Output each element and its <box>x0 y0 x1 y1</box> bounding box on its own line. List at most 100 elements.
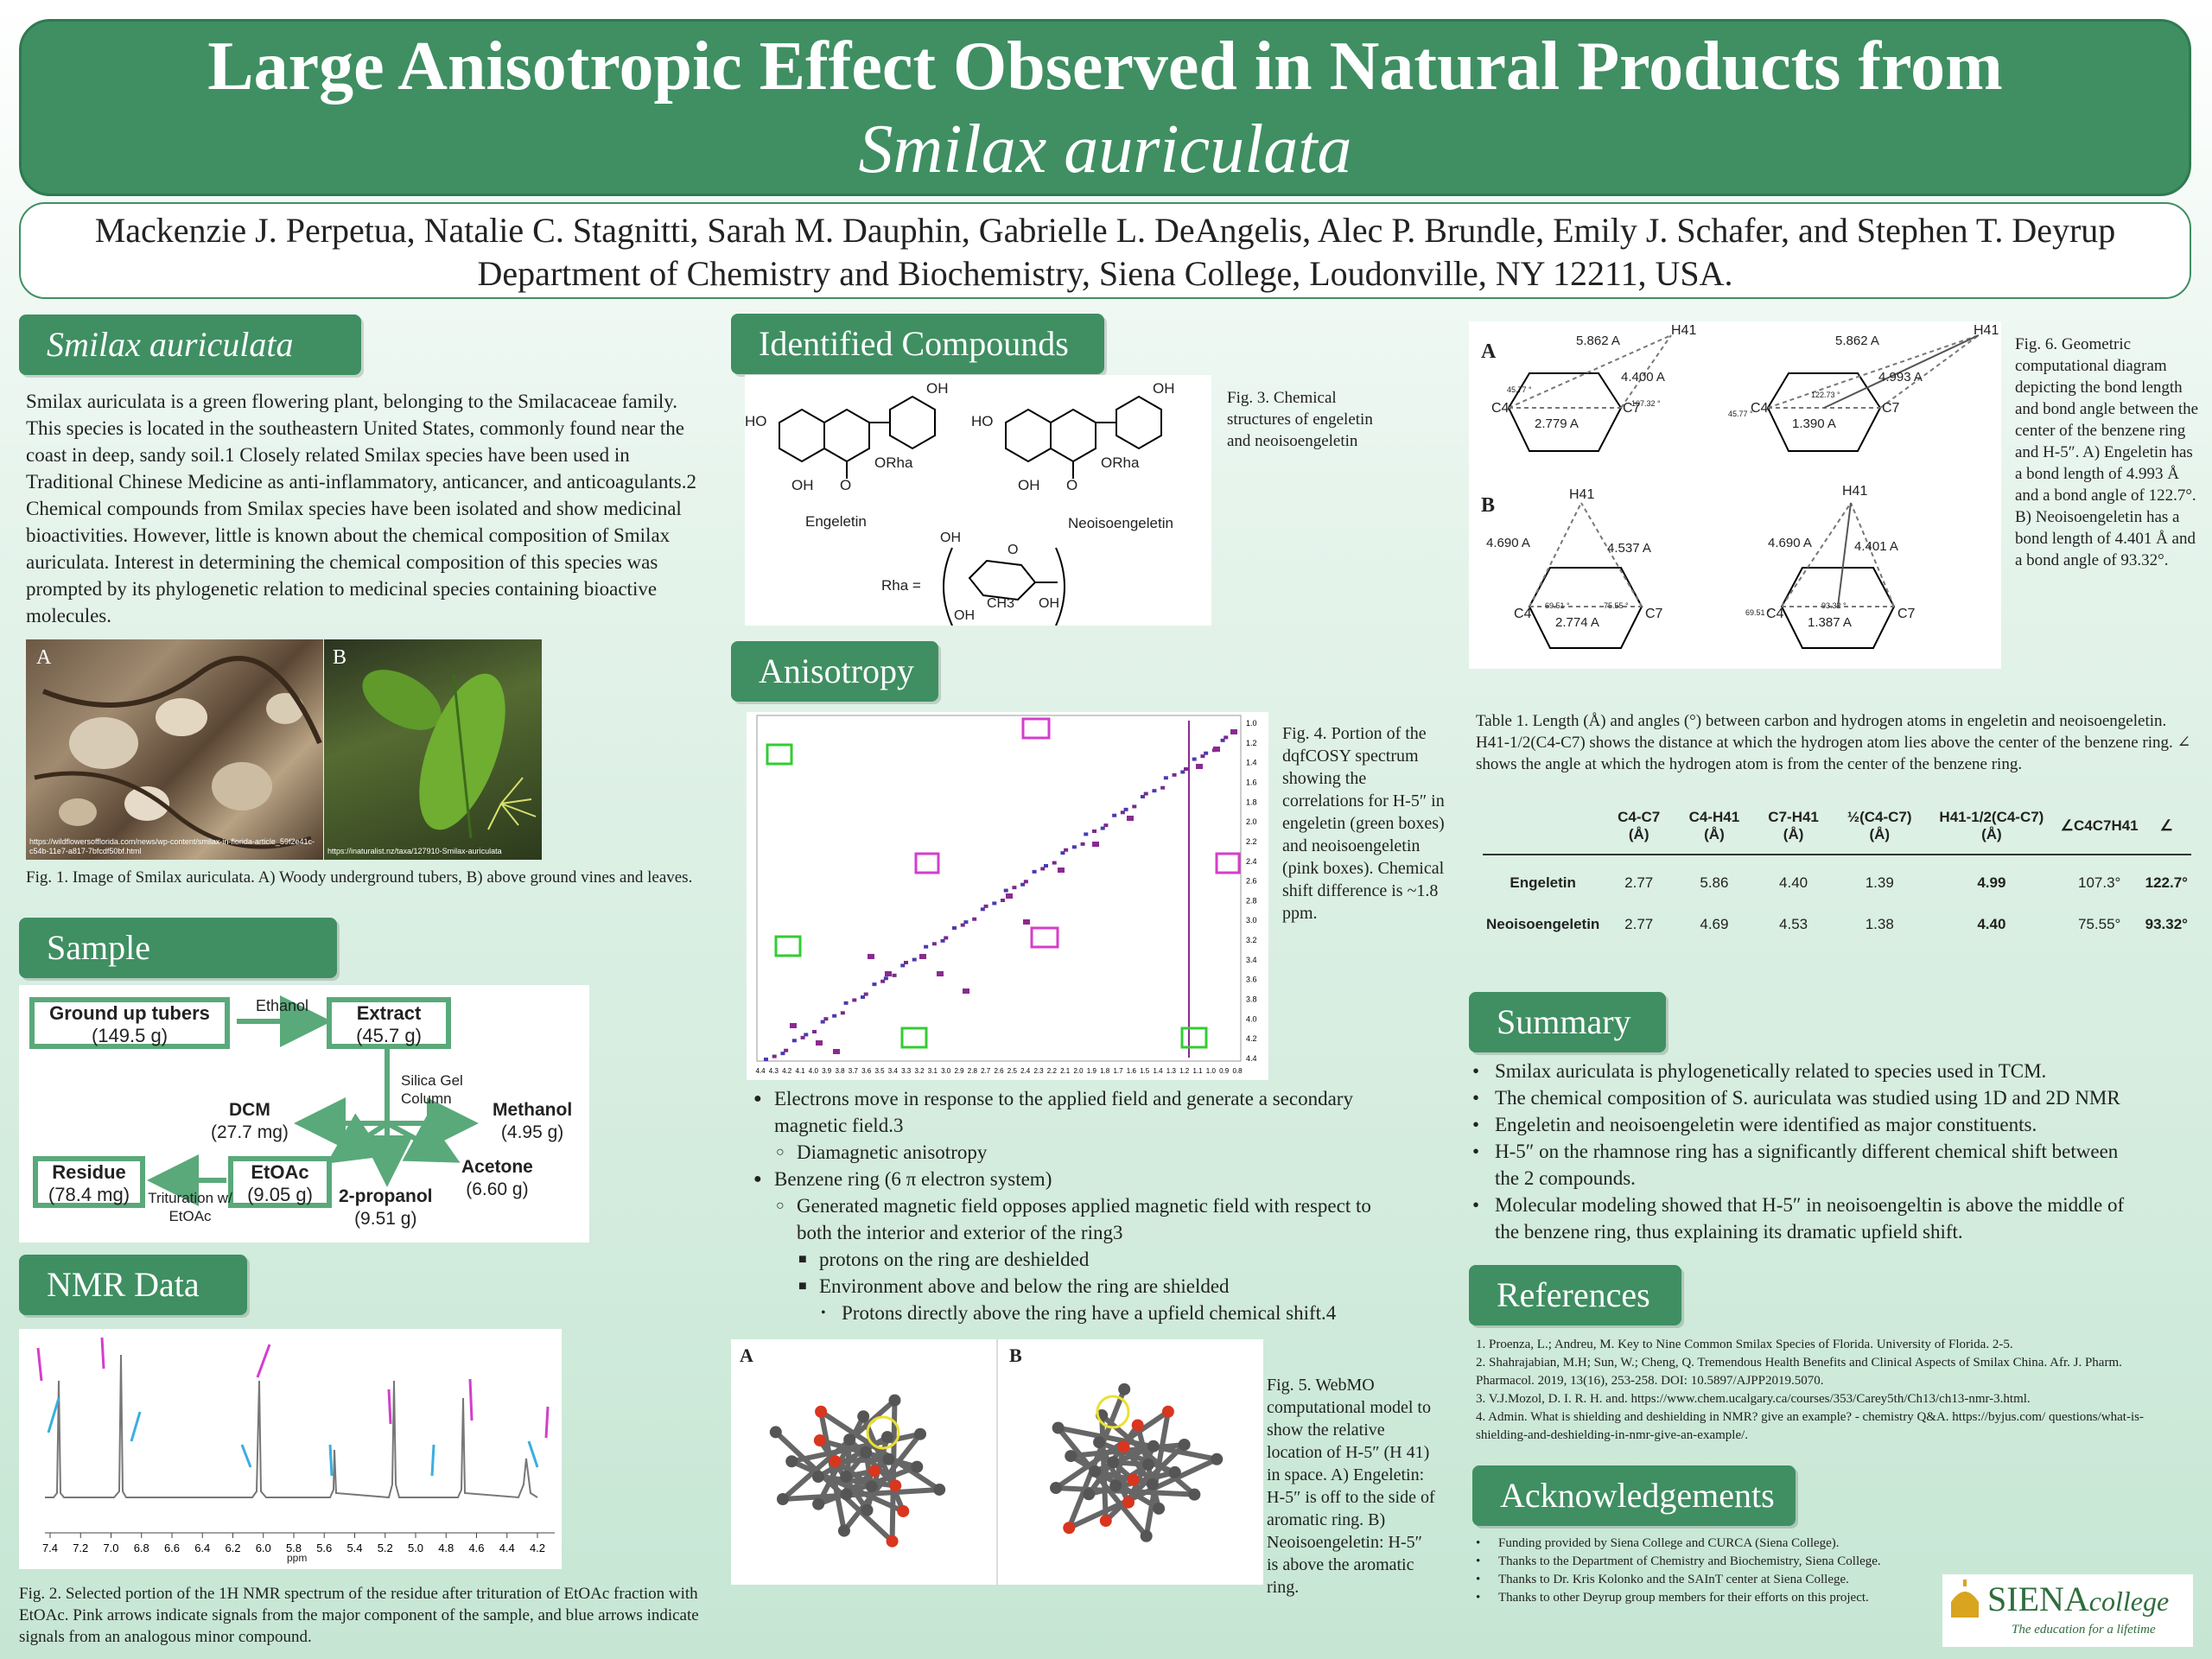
cosy-crosspeak <box>1230 729 1237 734</box>
cosy-peak <box>1172 772 1177 777</box>
a2-d3: 1.390 A <box>1792 416 1836 431</box>
dome-icon <box>1951 1580 1979 1618</box>
table-row: Neoisoengeletin 2.77 4.69 4.53 1.38 4.40 75.55… <box>1483 904 2191 945</box>
nmr-spectrum: 7.4 7.2 7.0 6.8 6.6 6.4 6.2 6.0 5.8 5.6 5.4 5.2 5.0 4… <box>19 1329 562 1569</box>
table-cell: 4.69 <box>1700 916 1729 932</box>
cosy-x-label: 2.2 <box>1047 1067 1058 1075</box>
atom <box>1141 1458 1154 1471</box>
dcm-label: DCM <box>229 1100 270 1120</box>
bond <box>1056 1426 1149 1538</box>
cosy-x-label: 1.2 <box>1179 1067 1190 1075</box>
nmr-plot: 7.4 7.2 7.0 6.8 6.6 6.4 6.2 6.0 5.8 5.6 5.4 5.2 5.0 4… <box>36 1337 555 1554</box>
nmr-tick-label: 5.2 <box>378 1541 393 1554</box>
cosy-peak <box>1040 867 1046 871</box>
b1-d3: 2.774 A <box>1555 615 1599 630</box>
b1-d2: 4.537 A <box>1607 541 1651 556</box>
cosy-y-label: 2.0 <box>1246 817 1257 826</box>
atom <box>933 1483 946 1496</box>
authors-box: Mackenzie J. Perpetua, Natalie C. Stagni… <box>19 202 2191 299</box>
molecule-models <box>769 1339 1224 1585</box>
logo-siena: SIENA <box>1987 1580 2089 1618</box>
cosy-crosspeak <box>885 971 892 976</box>
ack-item: Funding provided by Siena College and CU… <box>1476 1535 1942 1553</box>
a2-d2: 4.993 A <box>1878 370 1923 385</box>
nmr-tick-label: 5.6 <box>316 1541 332 1554</box>
cosy-x-label: 3.8 <box>835 1067 845 1075</box>
cosy-crosspeak <box>1196 764 1203 769</box>
blue-arrow <box>240 1444 252 1468</box>
nmr-tick-label: 7.2 <box>73 1541 88 1554</box>
rha-o: O <box>1007 543 1019 557</box>
pink-arrow <box>100 1337 105 1370</box>
a2-ang1: 45.77 ° <box>1728 410 1753 418</box>
b1-c4: C4 <box>1514 607 1532 621</box>
references-header: References <box>1469 1265 1681 1325</box>
table-header-cell: C4-C7 (Å) <box>1603 805 1675 855</box>
nmr-tick-label: 4.2 <box>530 1541 545 1554</box>
atom <box>914 1427 927 1440</box>
blue-arrow <box>328 1444 334 1477</box>
fig4-caption: Fig. 4. Portion of the dqfCOSY spectrum … <box>1282 724 1445 923</box>
leaves-illustration <box>362 670 537 839</box>
cosy-x-label: 2.7 <box>981 1067 991 1075</box>
cosy-peak <box>1152 789 1157 793</box>
b2-d3: 1.387 A <box>1808 615 1852 630</box>
ground-label: Ground up tubers <box>49 1002 210 1024</box>
bullet-marker: ■ <box>798 1279 807 1294</box>
bond <box>1100 1413 1197 1497</box>
neo-o: O <box>1066 477 1078 493</box>
cosy-plot: 4.4 4.3 4.2 4.1 4.0 3.9 3.8 3.7 3.6 3.5 3.4 3.3 3.2 3… <box>755 715 1257 1075</box>
bullet-marker: ○ <box>776 1145 785 1160</box>
photo-b-label: B <box>333 646 347 669</box>
a1-c7: C7 <box>1623 401 1641 416</box>
bullet-marker: ■ <box>798 1252 807 1267</box>
table-header-cell: C4-H41 (Å) <box>1675 805 1754 855</box>
atom <box>829 1455 842 1468</box>
table-cell: 4.40 <box>1977 916 2006 932</box>
b2-ang2: 93.32 ° <box>1821 601 1847 610</box>
geom-label-b: B <box>1481 494 1496 517</box>
atom <box>840 1470 853 1483</box>
compound-structures: HO OH ORha OH O HO OH ORha OH O Engeleti… <box>745 375 1211 626</box>
bond <box>1055 1485 1195 1497</box>
rha-ch3: CH3 <box>987 596 1015 611</box>
table-cell: 2.77 <box>1624 874 1654 891</box>
atom <box>815 1405 828 1418</box>
bullet-text: Generated magnetic field opposes applied… <box>797 1195 1371 1243</box>
pink-arrow <box>544 1406 550 1439</box>
a1-ang1: 45.77 ° <box>1507 385 1532 394</box>
table-cell: 5.86 <box>1700 874 1729 891</box>
intro-text: Smilax auriculata is a green flowering p… <box>26 391 696 626</box>
cosy-peak <box>863 992 868 996</box>
acetone-mass: (6.60 g) <box>466 1179 529 1199</box>
cosy-peak <box>784 1048 789 1052</box>
cosy-spectrum: 4.4 4.3 4.2 4.1 4.0 3.9 3.8 3.7 3.6 3.5 3.4 3.3 3.2 3… <box>747 712 1268 1080</box>
blue-arrow <box>47 1397 60 1433</box>
trituration-label: Trituration w/ EtOAc <box>148 1190 232 1224</box>
atom <box>1065 1450 1077 1463</box>
bullet-marker: ○ <box>776 1198 785 1213</box>
cosy-y-label: 3.2 <box>1246 936 1257 944</box>
cosy-peak <box>963 920 969 925</box>
cosy-peak <box>772 1054 777 1058</box>
b2-ang1: 69.51 ° <box>1745 608 1770 617</box>
atom <box>880 1431 893 1444</box>
siena-logo: SIENAcollege The education for a lifetim… <box>1942 1574 2193 1647</box>
bond <box>842 1432 923 1533</box>
b2-c4: C4 <box>1766 607 1784 621</box>
summary-item: Engeletin and neoisoengeletin were ident… <box>1472 1111 2146 1138</box>
ack-item: Thanks to Dr. Kris Kolonko and the SAInT… <box>1476 1571 1942 1589</box>
bond <box>780 1398 897 1502</box>
cosy-x-label: 2.6 <box>994 1067 1004 1075</box>
atom <box>1052 1421 1065 1434</box>
atom <box>1117 1440 1130 1453</box>
summary-item: Smilax auriculata is phylogenetically re… <box>1472 1058 2146 1084</box>
table-cell: Engeletin <box>1510 874 1576 891</box>
residue-label: Residue <box>52 1161 126 1183</box>
nmr-header: NMR Data <box>19 1255 247 1315</box>
rha-oh-top: OH <box>940 531 961 545</box>
b2-c7: C7 <box>1897 607 1916 621</box>
bond <box>818 1411 847 1532</box>
fig5-a-label: A <box>740 1344 753 1366</box>
neo-orha: ORha <box>1101 454 1140 471</box>
